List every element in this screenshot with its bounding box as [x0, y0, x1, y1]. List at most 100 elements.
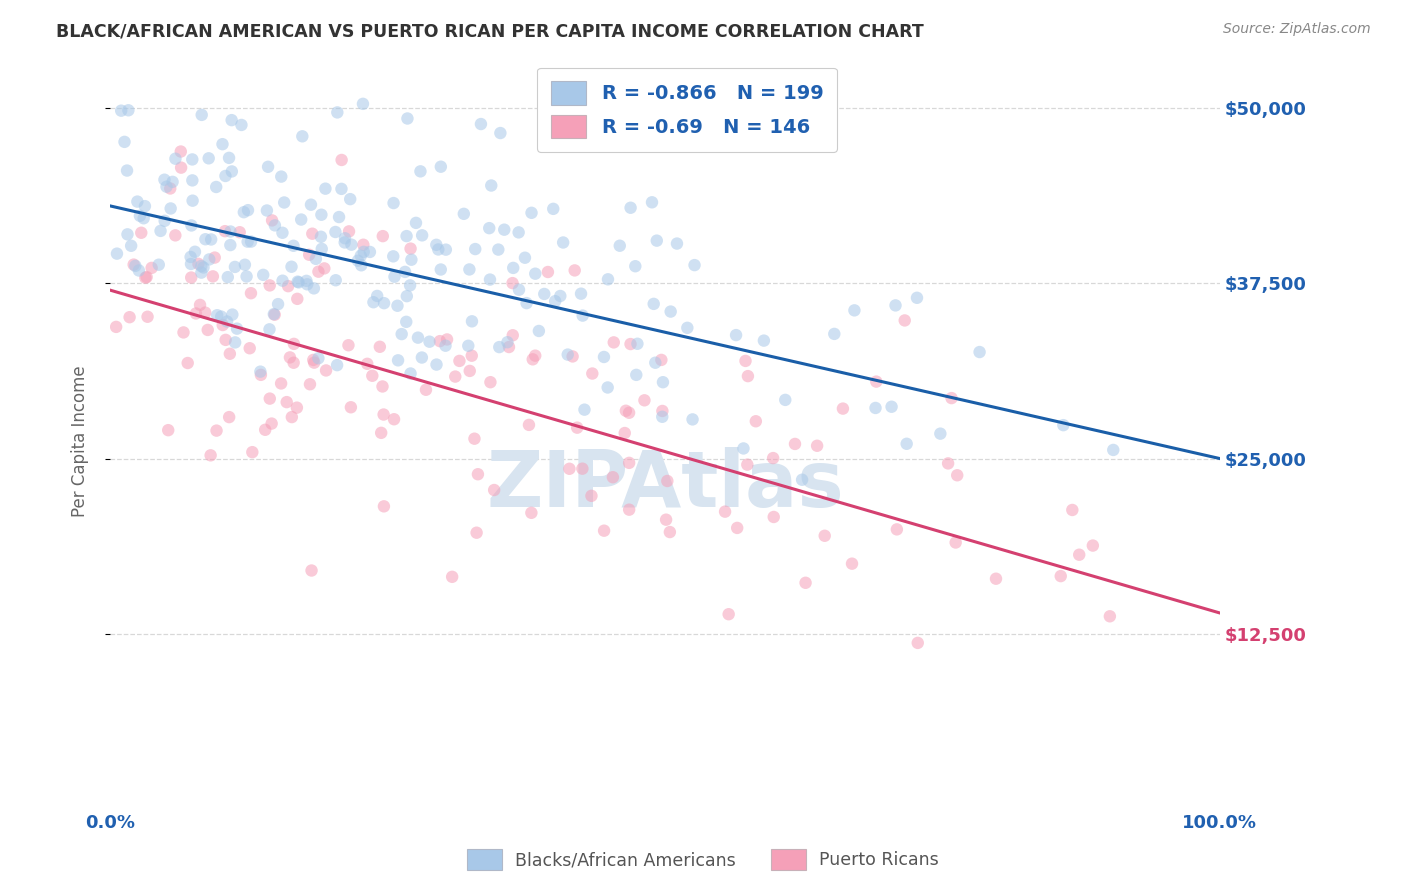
Point [593, 524, 616, 538]
Point [132, 211, 155, 226]
Point [361, 368, 384, 383]
Point [259, 322, 281, 336]
Point [326, 105, 349, 120]
Point [444, 369, 467, 384]
Point [263, 307, 285, 321]
Point [496, 335, 519, 350]
Point [233, 258, 256, 272]
Point [301, 564, 323, 578]
Point [115, 163, 138, 178]
Point [325, 273, 347, 287]
Point [153, 214, 176, 228]
Point [173, 326, 195, 340]
Point [725, 328, 748, 343]
Point [569, 286, 592, 301]
Point [200, 232, 222, 246]
Point [350, 258, 373, 272]
Point [441, 570, 464, 584]
Point [271, 274, 294, 288]
Point [373, 500, 395, 514]
Point [644, 356, 666, 370]
Point [236, 203, 259, 218]
Point [302, 353, 325, 368]
Point [188, 298, 211, 312]
Point [457, 339, 479, 353]
Point [198, 252, 221, 267]
Point [399, 242, 422, 256]
Point [162, 175, 184, 189]
Point [533, 287, 555, 301]
Point [281, 410, 304, 425]
Point [593, 350, 616, 364]
Point [406, 331, 429, 345]
Point [734, 354, 756, 368]
Point [328, 210, 350, 224]
Point [298, 377, 321, 392]
Point [201, 269, 224, 284]
Point [609, 238, 631, 252]
Point [430, 262, 453, 277]
Point [714, 505, 737, 519]
Point [418, 334, 440, 349]
Point [502, 260, 524, 275]
Point [814, 529, 837, 543]
Point [733, 442, 755, 456]
Point [399, 278, 422, 293]
Point [896, 437, 918, 451]
Point [905, 291, 928, 305]
Point [458, 364, 481, 378]
Point [271, 226, 294, 240]
Point [180, 250, 202, 264]
Point [399, 367, 422, 381]
Point [129, 209, 152, 223]
Point [277, 279, 299, 293]
Point [527, 324, 550, 338]
Point [516, 296, 538, 310]
Point [287, 276, 309, 290]
Point [350, 249, 373, 263]
Point [273, 195, 295, 210]
Point [264, 219, 287, 233]
Point [465, 525, 488, 540]
Point [725, 521, 748, 535]
Point [359, 244, 381, 259]
Point [299, 197, 322, 211]
Point [149, 224, 172, 238]
Point [305, 252, 328, 266]
Point [270, 169, 292, 184]
Point [180, 219, 202, 233]
Point [267, 297, 290, 311]
Point [214, 333, 236, 347]
Point [571, 309, 593, 323]
Point [395, 315, 418, 329]
Point [217, 314, 239, 328]
Point [395, 289, 418, 303]
Point [745, 414, 768, 428]
Point [806, 439, 828, 453]
Point [645, 234, 668, 248]
Point [333, 235, 356, 250]
Point [224, 260, 246, 274]
Point [363, 295, 385, 310]
Point [617, 456, 640, 470]
Point [254, 423, 277, 437]
Point [190, 266, 212, 280]
Point [252, 268, 274, 282]
Point [280, 260, 302, 274]
Point [165, 228, 187, 243]
Point [219, 238, 242, 252]
Point [209, 310, 232, 324]
Point [382, 196, 405, 211]
Point [626, 336, 648, 351]
Point [315, 363, 337, 377]
Point [114, 135, 136, 149]
Point [159, 202, 181, 216]
Point [129, 226, 152, 240]
Point [134, 270, 156, 285]
Point [624, 259, 647, 273]
Point [181, 153, 204, 167]
Point [936, 456, 959, 470]
Point [353, 244, 375, 259]
Point [159, 181, 181, 195]
Point [382, 249, 405, 263]
